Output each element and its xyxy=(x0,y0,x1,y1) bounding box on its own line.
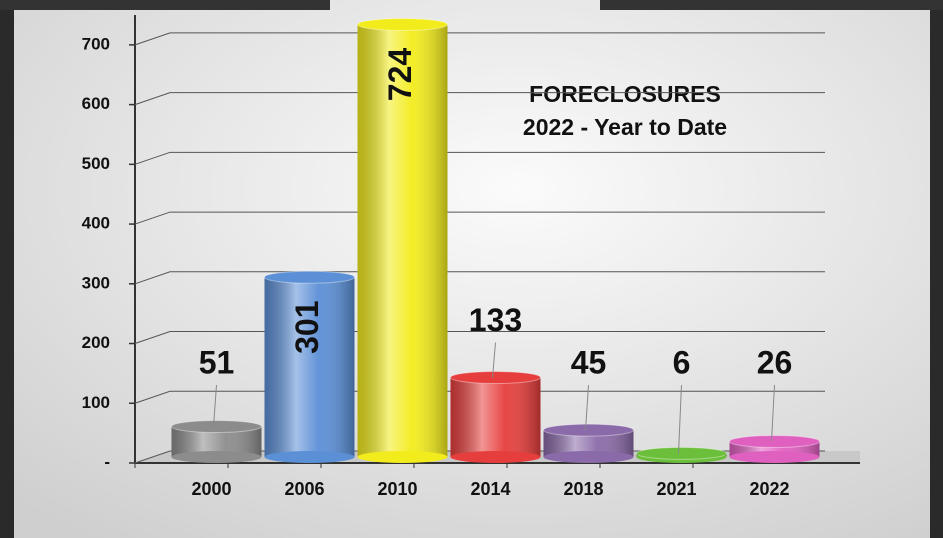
grid-line xyxy=(134,151,825,165)
data-label: 6 xyxy=(673,344,691,380)
chart-title: FORECLOSURES xyxy=(529,81,721,107)
bar-top xyxy=(357,18,448,32)
bar-top xyxy=(171,420,262,434)
y-tick-label: 100 xyxy=(82,393,110,412)
bar-shade xyxy=(450,377,541,457)
data-label: 45 xyxy=(571,344,607,380)
bar-base xyxy=(729,451,820,463)
grid-line xyxy=(134,211,825,225)
bar-base xyxy=(171,451,262,463)
y-tick-label: 700 xyxy=(82,34,110,53)
bar-base xyxy=(264,451,355,463)
y-tick-label: - xyxy=(104,452,110,471)
data-label: 301 xyxy=(289,301,325,354)
grid-line xyxy=(134,92,825,106)
leader-line xyxy=(492,342,496,378)
grid-line xyxy=(134,331,825,345)
leader-line xyxy=(213,384,217,427)
y-tick-label: 300 xyxy=(82,273,110,292)
grid-line xyxy=(134,32,825,46)
bar-shade xyxy=(357,24,448,457)
chart-subtitle: 2022 - Year to Date xyxy=(523,114,727,140)
leader-line xyxy=(771,384,775,442)
x-tick-label: 2022 xyxy=(749,479,789,499)
data-label: 26 xyxy=(757,344,793,380)
x-tick-label: 2018 xyxy=(563,479,603,499)
y-tick-label: 600 xyxy=(82,94,110,113)
bar-top xyxy=(729,434,820,448)
bar-top xyxy=(543,423,634,437)
bar-shade xyxy=(264,277,355,457)
top-strip xyxy=(0,0,330,10)
x-tick-label: 2014 xyxy=(470,479,510,499)
data-label: 133 xyxy=(469,302,522,338)
data-label: 51 xyxy=(199,344,235,380)
x-tick-label: 2000 xyxy=(191,479,231,499)
data-label: 724 xyxy=(382,48,418,102)
y-tick-label: 400 xyxy=(82,214,110,233)
leader-line xyxy=(585,384,589,431)
x-tick-label: 2006 xyxy=(284,479,324,499)
grid-line xyxy=(134,271,825,285)
bar-top xyxy=(636,446,727,460)
bar-top xyxy=(264,270,355,284)
grid-line xyxy=(134,390,825,404)
x-tick-label: 2010 xyxy=(377,479,417,499)
top-strip xyxy=(600,0,943,10)
bar-base xyxy=(450,451,541,463)
y-tick-label: 500 xyxy=(82,154,110,173)
bar-top xyxy=(450,371,541,385)
x-tick-label: 2021 xyxy=(656,479,696,499)
bar-base xyxy=(357,451,448,463)
bar-base xyxy=(543,451,634,463)
leader-line xyxy=(678,384,682,454)
y-tick-label: 200 xyxy=(82,333,110,352)
